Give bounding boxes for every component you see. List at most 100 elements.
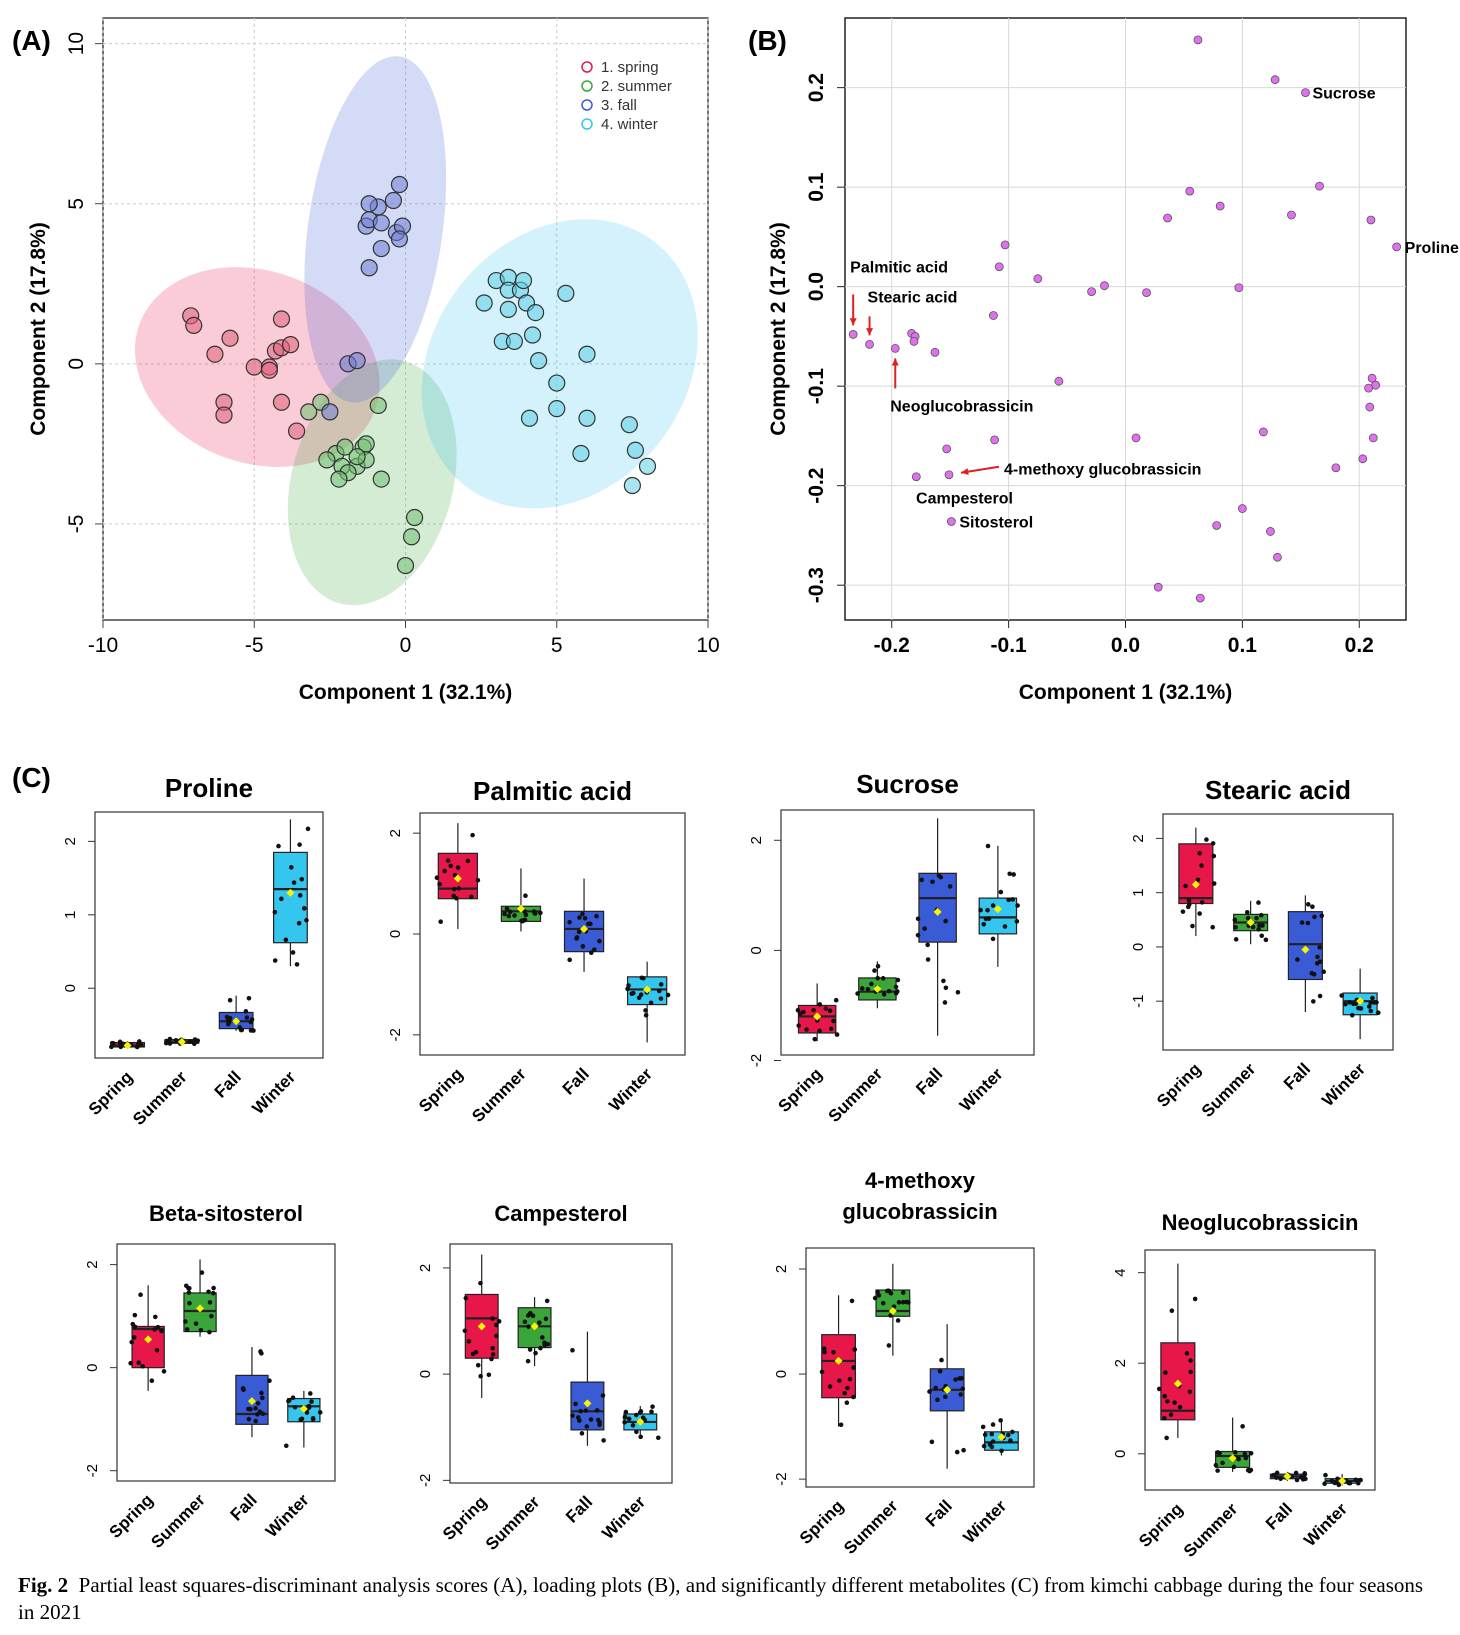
jitter-point [638,1434,644,1440]
jitter-point [1187,1389,1193,1395]
jitter-point [206,1289,211,1295]
mean-marker [1301,945,1310,954]
jitter-point [1233,925,1238,930]
jitter-point [184,1327,190,1332]
jitter-point [872,968,877,973]
loading-point [930,347,940,357]
jitter-point [600,1393,606,1398]
scores-plot: -10 -5 0 5 10 -5 0 5 10 1. spring 2. summer 3. fall… [27,17,720,704]
jitter-point [258,1349,263,1354]
mean-marker [993,905,1002,914]
mean-marker [888,1307,897,1316]
boxplot-title: Campesterol [494,1201,627,1226]
jitter-point [292,1404,298,1410]
category-label: Winter [605,1064,656,1115]
jitter-point [132,1312,138,1318]
x-tick-label: -0.2 [874,634,910,657]
loading-point [1033,274,1043,284]
jitter-point [990,903,996,908]
jitter-point [817,1028,822,1034]
jitter-point [291,880,297,885]
score-point [557,284,575,302]
jitter-point [496,1319,502,1324]
jitter-point [167,1041,173,1046]
jitter-point [838,1422,844,1428]
jitter-point [933,1385,938,1391]
score-point [330,470,348,488]
jitter-point [1172,1400,1177,1405]
boxplot-title: glucobrassicin [842,1199,997,1224]
jitter-point [859,986,865,991]
mean-marker [286,888,295,897]
jitter-point [943,918,948,924]
loading-point [865,339,874,349]
jitter-point [187,1300,192,1306]
loading-point [1054,376,1064,386]
score-point [321,403,339,421]
box [1287,911,1323,981]
loading-point [1142,288,1151,298]
jitter-point [493,1322,499,1328]
jitter-point [302,906,307,911]
jitter-point [152,1327,157,1332]
jitter-point [1300,1477,1306,1482]
legend-marker [581,99,593,111]
boxplot-title: Stearic acid [1205,775,1351,805]
jitter-point [299,876,305,882]
x-tick-label: 10 [696,634,719,657]
mean-marker [873,984,882,993]
score-point [360,259,378,277]
score-point [206,345,224,363]
jitter-point [1011,872,1016,877]
score-point [396,556,415,575]
jitter-point [1315,954,1320,960]
score-point [348,352,366,370]
jitter-point [828,1026,834,1032]
jitter-point [527,1347,533,1352]
jitter-point [155,1324,161,1330]
jitter-point [1254,915,1259,921]
loading-point [1365,402,1375,412]
jitter-point [915,932,921,938]
legend-label: 4. winter [601,116,658,133]
x-tick-label: -5 [245,634,264,657]
jitter-point [649,1409,654,1415]
metabolite-label: 4-methoxy glucobrassicin [1004,462,1201,479]
jitter-point [451,893,456,899]
jitter-point [834,1032,840,1037]
jitter-point [580,911,585,917]
jitter-point [1010,897,1016,902]
jitter-point [869,981,874,987]
loading-point [1100,281,1109,291]
jitter-point [131,1335,137,1340]
score-point [548,400,566,418]
jitter-point [665,992,671,998]
jitter-point [990,936,996,942]
jitter-point [304,917,309,923]
boxplot-title: Proline [165,773,253,803]
jitter-point [658,996,664,1001]
mean-marker [196,1304,205,1313]
jitter-point [597,938,602,944]
jitter-point [136,1360,142,1366]
jitter-point [1310,904,1315,909]
loading-point [1367,373,1377,383]
jitter-point [470,832,475,838]
jitter-point [1197,851,1202,856]
loading-point [1301,88,1310,98]
jitter-point [290,1395,296,1401]
jitter-point [985,843,991,849]
jitter-point [641,975,646,981]
score-point [281,336,300,354]
y-tick-label: 0.2 [805,73,828,102]
jitter-point [888,1313,893,1318]
jitter-point [588,921,593,927]
loading-point [890,343,900,353]
jitter-point [633,1412,639,1418]
jitter-point [299,1416,305,1422]
jitter-point [455,865,461,870]
jitter-point [981,1443,987,1449]
